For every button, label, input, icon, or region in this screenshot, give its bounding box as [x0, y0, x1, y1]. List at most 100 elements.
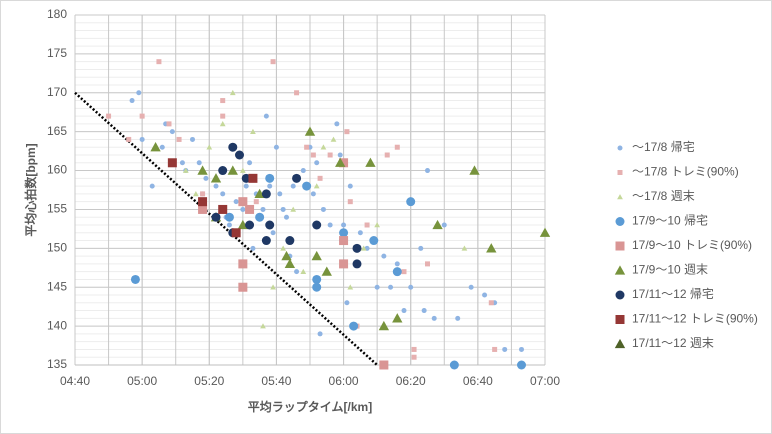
point — [449, 360, 459, 370]
y-tick-label: 145 — [47, 279, 67, 293]
point — [224, 212, 234, 222]
point — [432, 219, 443, 230]
point — [352, 259, 362, 269]
point — [357, 230, 363, 236]
point — [492, 346, 498, 352]
x-tick-label: 07:00 — [530, 374, 560, 388]
point — [425, 168, 430, 174]
point — [292, 173, 302, 183]
point — [401, 269, 407, 275]
point — [210, 173, 222, 183]
point — [179, 160, 185, 166]
point — [502, 346, 508, 352]
point — [461, 245, 468, 251]
point — [421, 308, 427, 314]
legend-label: 17/9～10 週末 — [632, 263, 708, 277]
point — [240, 206, 246, 212]
legend-label: 17/9～10 トレミ(90%) — [632, 238, 752, 252]
x-tick-label: 06:40 — [463, 374, 493, 388]
point — [300, 268, 307, 274]
point — [334, 121, 340, 127]
point — [166, 121, 172, 127]
x-axis-title: 平均ラップタイム[/km] — [248, 399, 372, 414]
point — [302, 181, 312, 191]
point — [238, 259, 248, 269]
point — [369, 236, 379, 246]
point — [238, 197, 248, 207]
x-tick-label: 06:20 — [396, 374, 426, 388]
point — [227, 165, 238, 175]
point — [226, 222, 232, 228]
point — [347, 199, 353, 205]
point — [219, 121, 226, 127]
legend-marker — [617, 145, 623, 151]
legend-marker — [614, 265, 626, 275]
point — [347, 183, 353, 189]
point — [394, 144, 400, 150]
point — [255, 212, 265, 222]
point — [229, 89, 236, 96]
point — [261, 189, 271, 199]
point — [312, 220, 322, 230]
point — [254, 188, 265, 199]
point — [374, 284, 380, 290]
x-tick-label: 06:00 — [329, 374, 359, 388]
point — [311, 250, 322, 261]
point — [344, 129, 350, 135]
point — [190, 136, 195, 142]
point — [312, 282, 322, 292]
point — [200, 191, 206, 197]
y-tick-label: 160 — [47, 163, 67, 177]
point — [239, 167, 246, 173]
point — [130, 274, 140, 284]
point — [374, 222, 381, 228]
legend-label: ～17/8 週末 — [632, 189, 695, 203]
point — [290, 206, 297, 212]
point — [304, 126, 316, 136]
point — [486, 243, 497, 253]
point — [310, 152, 316, 158]
point — [247, 160, 253, 166]
y-tick-label: 155 — [47, 202, 67, 216]
point — [248, 173, 258, 183]
point — [339, 259, 349, 269]
legend-label: 17/11～12 トレミ(90%) — [632, 312, 758, 326]
marks — [74, 59, 551, 370]
point — [198, 197, 208, 207]
point — [285, 236, 295, 246]
point — [290, 183, 296, 189]
point — [197, 165, 208, 175]
point — [250, 245, 256, 251]
legend-label: ～17/8 帰宅 — [632, 139, 695, 154]
point — [213, 183, 219, 189]
point — [218, 166, 228, 176]
point — [260, 206, 266, 212]
point — [313, 183, 320, 189]
point — [233, 199, 239, 205]
y-tick-label: 175 — [47, 46, 67, 60]
point — [392, 313, 403, 323]
point — [341, 222, 347, 228]
point — [176, 136, 182, 142]
point — [263, 113, 269, 119]
point — [320, 206, 326, 212]
point — [182, 167, 189, 173]
point — [235, 150, 244, 160]
legend-marker — [615, 241, 625, 251]
point — [139, 113, 145, 119]
point — [314, 160, 320, 166]
point — [250, 128, 256, 134]
point — [425, 261, 430, 267]
point — [360, 245, 367, 251]
point — [270, 230, 276, 236]
point — [401, 308, 407, 314]
y-tick-label: 170 — [47, 85, 67, 99]
point — [365, 157, 376, 167]
point — [394, 261, 400, 267]
y-axis-title: 平均心拍数[bpm] — [23, 143, 38, 236]
point — [381, 253, 387, 259]
point — [327, 222, 333, 228]
point — [284, 214, 289, 220]
legend-marker — [617, 170, 623, 175]
